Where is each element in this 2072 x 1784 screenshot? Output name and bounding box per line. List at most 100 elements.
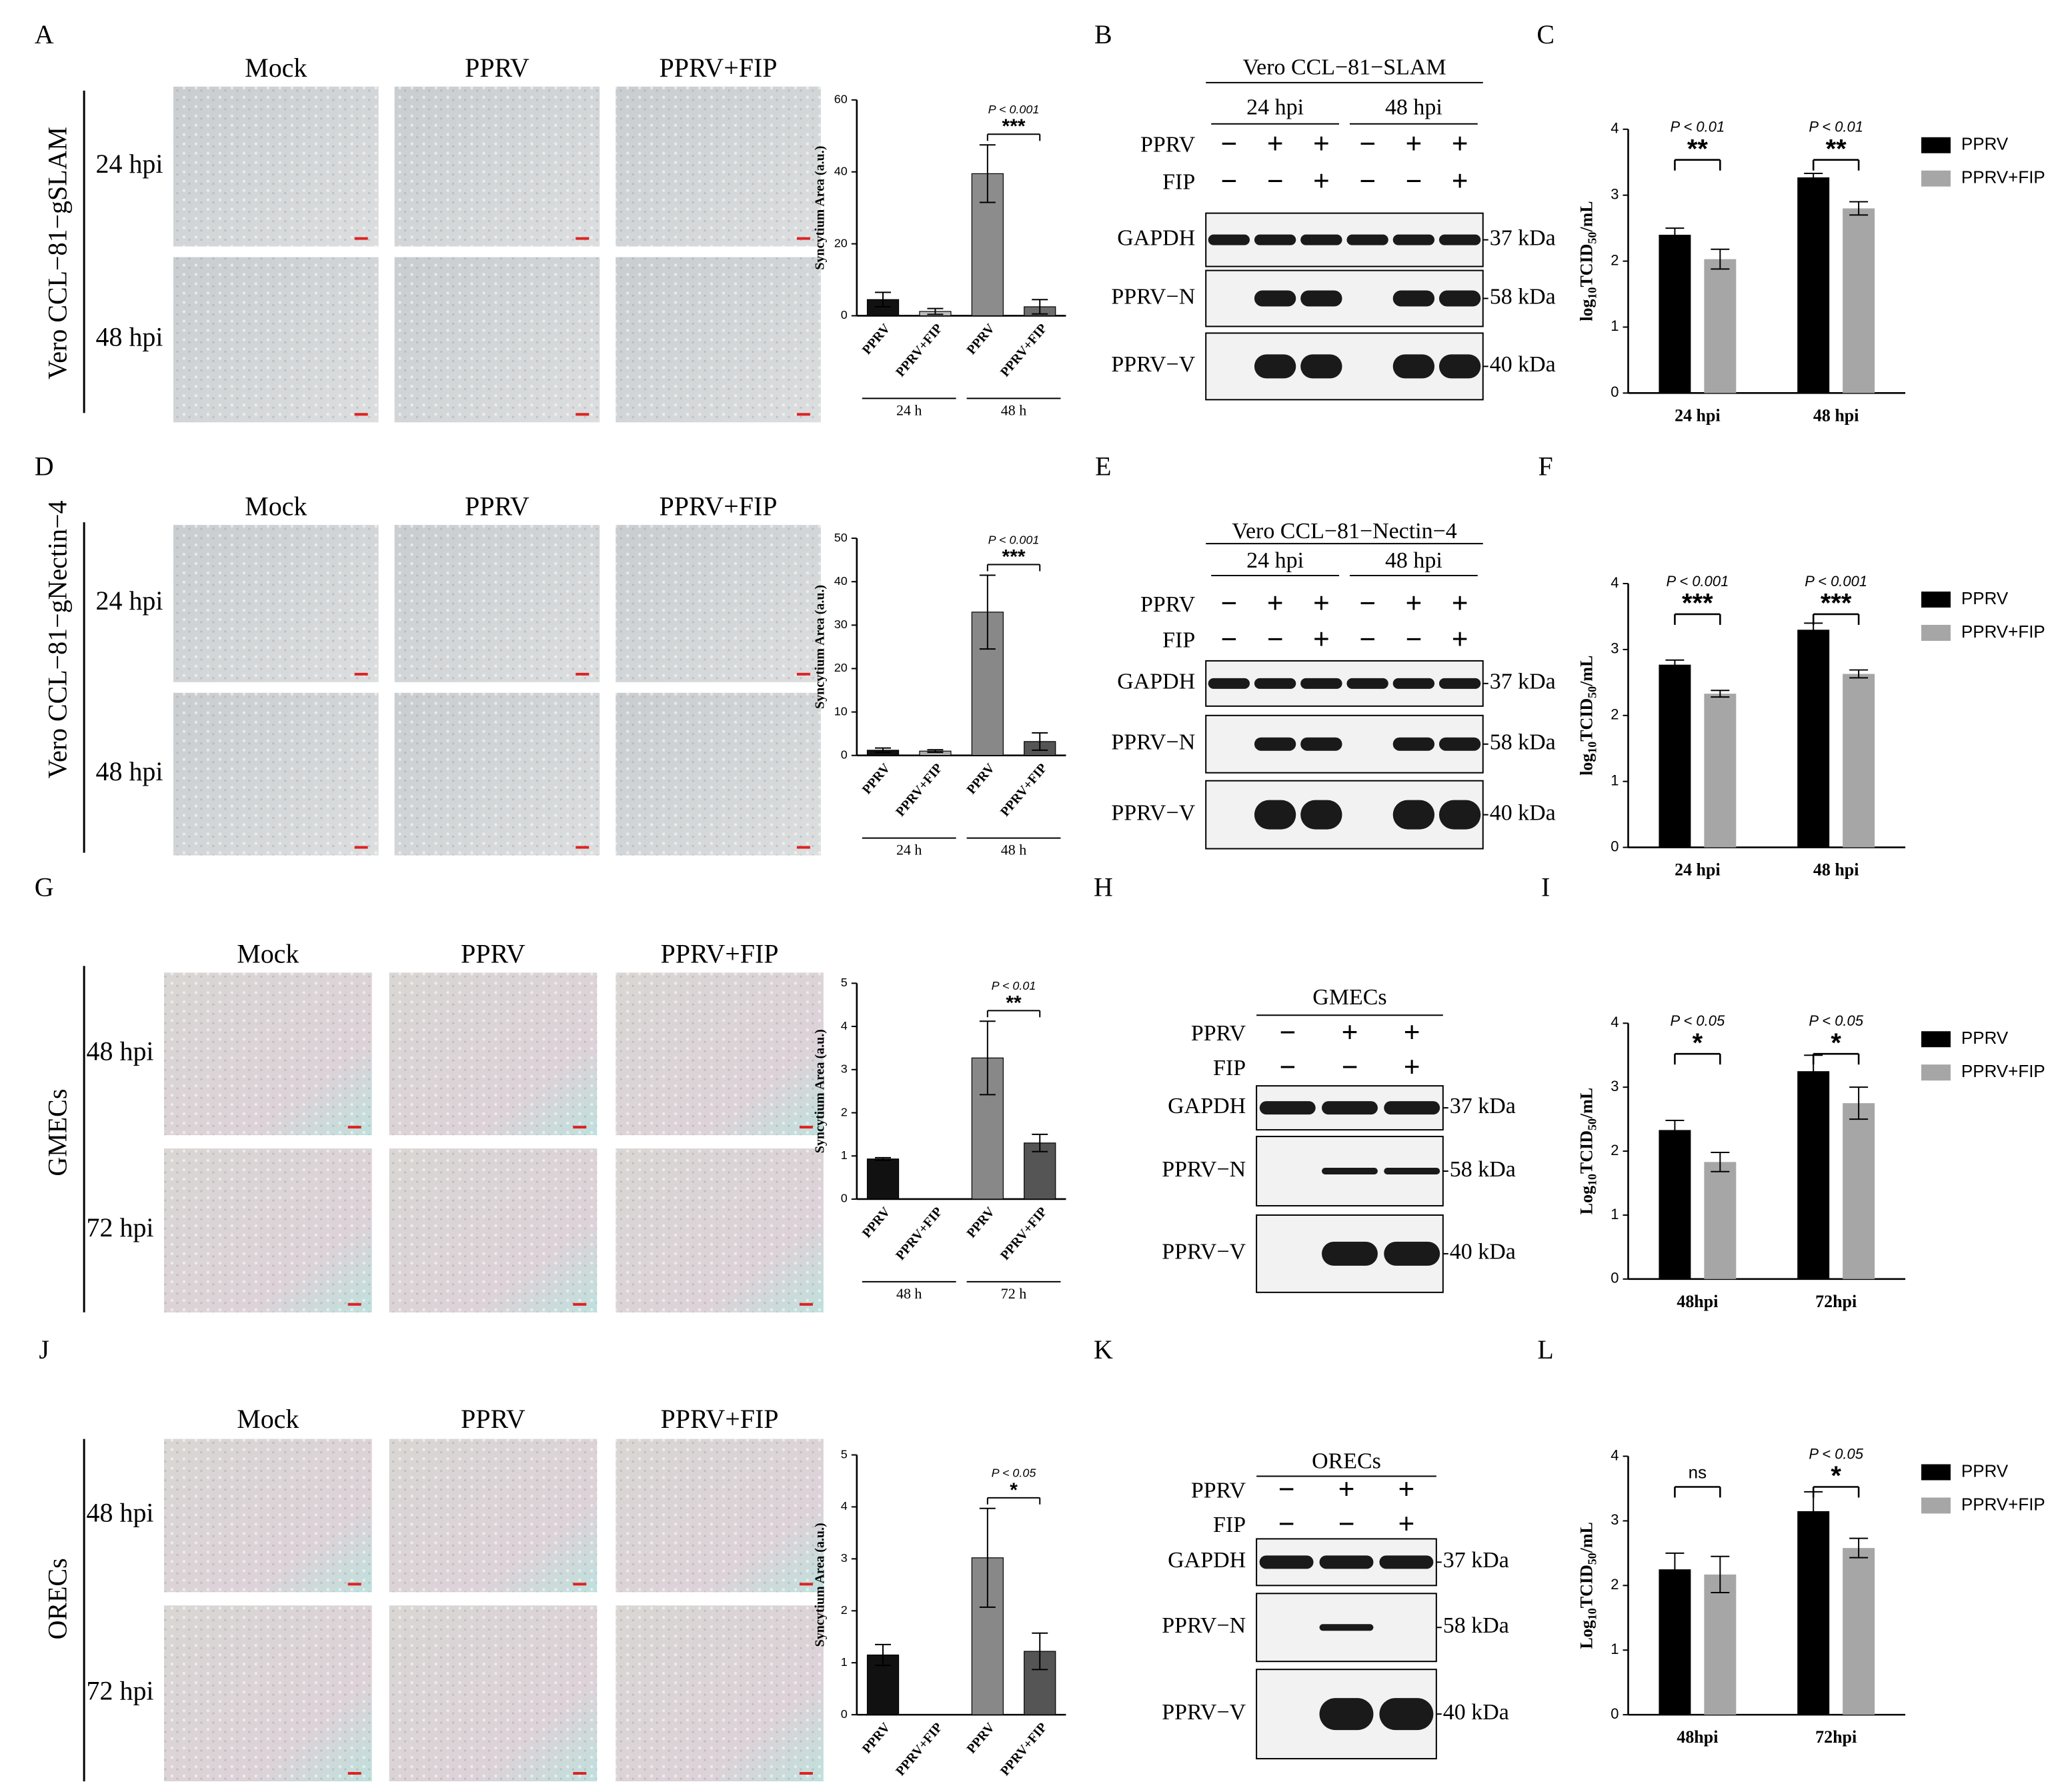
scale-bar (354, 237, 368, 240)
band (1300, 290, 1342, 307)
error-bar (875, 747, 891, 754)
band (1322, 1241, 1378, 1266)
y-tick-label: 5 (841, 976, 848, 989)
scale-bar (796, 237, 810, 240)
legend-swatch (1921, 137, 1951, 153)
panel-letter: I (1541, 872, 1550, 902)
panel-letter: B (1094, 19, 1112, 49)
error-bar (1711, 1151, 1730, 1172)
micrograph-texture (173, 692, 379, 856)
legend-swatch (1921, 1497, 1951, 1514)
column-header: PPRV (461, 939, 526, 969)
significance-bracket (1812, 613, 1860, 625)
error-bar (875, 1643, 891, 1667)
legend-label: PPRV+FIP (1961, 167, 2045, 187)
sign: − (1359, 623, 1376, 656)
size-label: 58 kDa (1490, 730, 1556, 755)
scale-bar (347, 1126, 361, 1129)
sign: + (1313, 587, 1330, 620)
group-label: 48 h (1001, 401, 1026, 418)
band (1384, 1168, 1440, 1175)
y-axis-label-part: TCID (1577, 244, 1597, 287)
band-label: PPRV−V (1162, 1700, 1246, 1725)
band (1392, 290, 1435, 307)
y-tick-label: 2 (841, 1603, 848, 1617)
error-bar (1849, 1086, 1869, 1120)
bar (1797, 177, 1830, 393)
x-tick-label: PPRV (964, 760, 998, 797)
band (1438, 800, 1481, 830)
legend-label: PPRV (1961, 134, 2009, 154)
y-tick-label: 4 (1611, 1014, 1619, 1030)
legend-swatch (1921, 1464, 1951, 1481)
sign: + (1313, 623, 1330, 656)
time-label: 24 hpi (1246, 548, 1304, 573)
significance-stars: ** (1826, 134, 1847, 163)
treatment-label: PPRV (1191, 1021, 1246, 1046)
legend-label: PPRV (1961, 1461, 2009, 1481)
size-label: 37 kDa (1443, 1548, 1509, 1573)
p-value: P < 0.05 (1671, 1012, 1725, 1029)
band (1392, 800, 1435, 830)
band (1254, 678, 1296, 689)
legend-swatch (1921, 592, 1951, 608)
p-value: P < 0.05 (1809, 1445, 1863, 1462)
bar (1659, 235, 1691, 393)
y-axis-label: Log10TCID50/mL (1577, 1088, 1599, 1214)
y-tick-label: 4 (841, 1019, 848, 1032)
micrograph-texture (616, 692, 821, 856)
p-value: P < 0.05 (1809, 1012, 1863, 1029)
band (1346, 678, 1388, 689)
sign: − (1405, 623, 1422, 656)
blot-box (1205, 780, 1484, 850)
x-tick-label: PPRV (964, 1204, 998, 1241)
row-label: 48 hpi (87, 1498, 154, 1528)
band (1379, 1698, 1434, 1731)
scale-bar (799, 1302, 813, 1306)
error-bar (1711, 248, 1730, 270)
y-tick-label: 20 (834, 236, 848, 249)
micrograph-texture (163, 1439, 372, 1593)
y-axis-label: Syncytium Area (a.u.) (812, 1029, 827, 1153)
band-label: GAPDH (1168, 1548, 1246, 1573)
band (1322, 1168, 1378, 1175)
sign: − (1338, 1508, 1354, 1541)
cell-line-label: Vero CCL−81−gNectin−4 (42, 500, 72, 778)
error-bar (1665, 1120, 1685, 1140)
band (1346, 234, 1388, 245)
sign: − (1405, 165, 1422, 197)
significance-stars: *** (1682, 589, 1713, 618)
sign: + (1313, 127, 1330, 160)
p-value: P < 0.01 (1671, 119, 1725, 135)
error-bar (979, 144, 996, 203)
bar (1704, 259, 1737, 393)
micrograph-texture (616, 525, 821, 682)
significance-bracket (986, 1010, 1041, 1018)
band (1438, 290, 1481, 307)
y-axis-label-subscript: 10 (1586, 1608, 1599, 1620)
y-tick-label: 50 (834, 531, 848, 544)
sign: − (1359, 165, 1376, 197)
error-bar (1711, 690, 1730, 698)
scale-bar (354, 846, 368, 849)
scale-bar (354, 672, 368, 676)
band (1392, 234, 1435, 245)
time-label: 24 hpi (1246, 95, 1304, 120)
error-bar (1032, 1632, 1048, 1671)
scale-bar (347, 1302, 361, 1306)
bar (1659, 664, 1691, 848)
significance-stars: *** (1002, 546, 1026, 568)
y-tick-label: 2 (1611, 706, 1619, 723)
error-bar (1032, 732, 1048, 751)
cell-line-label: ORECs (42, 1558, 72, 1639)
band (1438, 737, 1481, 751)
panel-letter: D (35, 451, 54, 481)
column-header: Mock (245, 491, 307, 521)
y-tick-label: 1 (841, 1148, 848, 1162)
band (1392, 354, 1435, 379)
x-tick-label: PPRV+FIP (998, 761, 1050, 820)
significance-stars: ** (1006, 992, 1022, 1014)
sign: + (1452, 587, 1468, 620)
bar (1024, 1142, 1056, 1200)
band (1319, 1555, 1374, 1569)
